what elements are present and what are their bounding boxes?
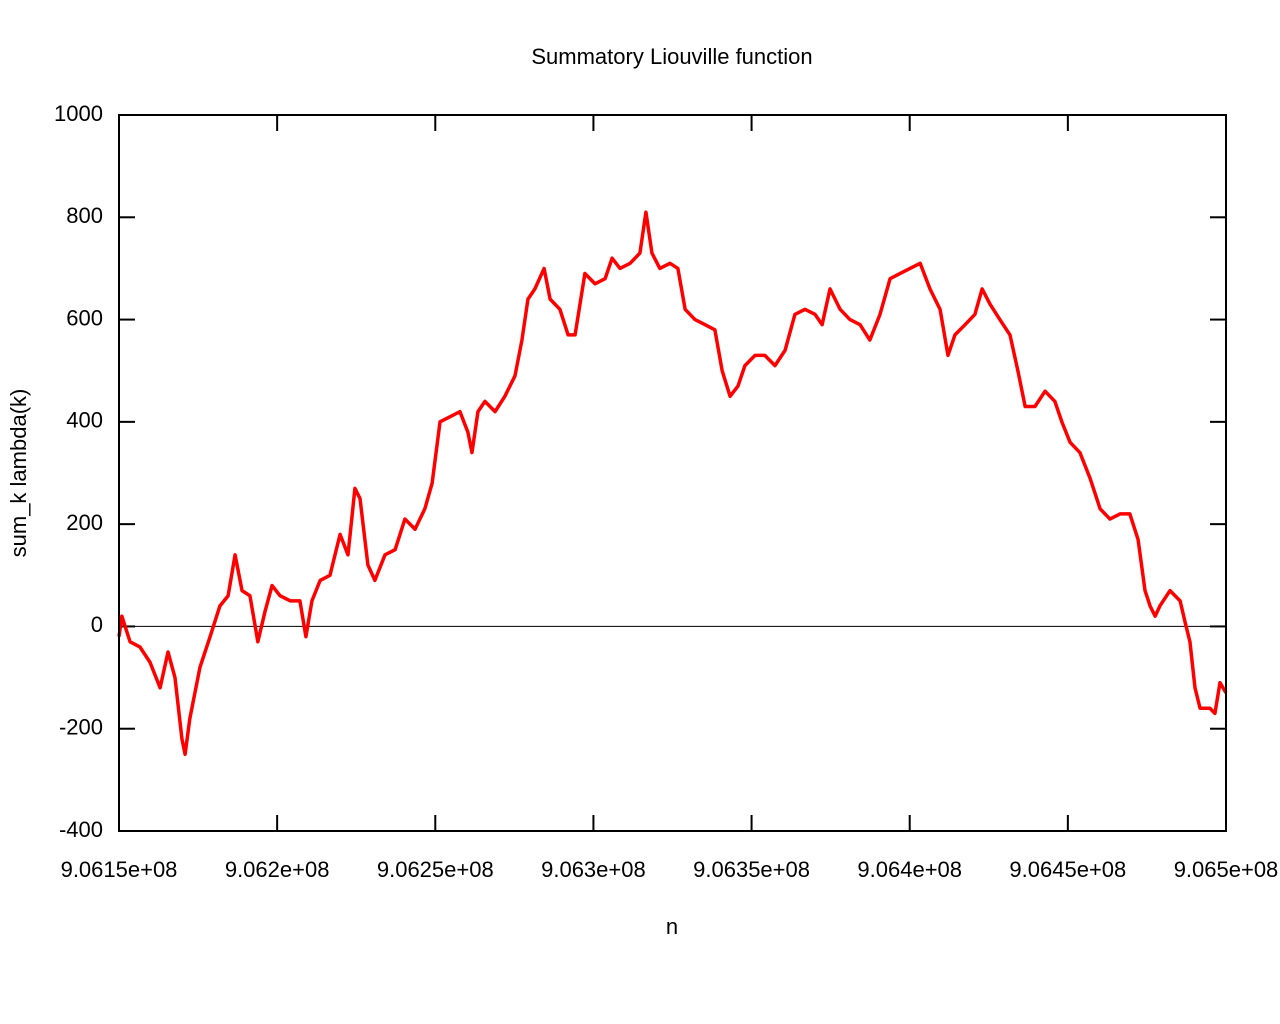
x-axis-label: n xyxy=(666,914,678,939)
y-tick-label: -200 xyxy=(59,715,103,740)
y-tick-label: -400 xyxy=(59,817,103,842)
y-tick-label: 0 xyxy=(91,612,103,637)
y-tick-label: 800 xyxy=(66,203,103,228)
plot-border xyxy=(118,114,1227,832)
x-tick-label: 9.064e+08 xyxy=(857,857,962,882)
x-tick-label: 9.065e+08 xyxy=(1174,857,1279,882)
x-tick-label: 9.063e+08 xyxy=(541,857,646,882)
data-line xyxy=(117,210,1228,757)
x-tick-label: 9.062e+08 xyxy=(225,857,330,882)
x-tick-label: 9.0615e+08 xyxy=(61,857,178,882)
y-tick-label: 600 xyxy=(66,305,103,330)
x-tick-label: 9.0625e+08 xyxy=(377,857,494,882)
y-tick-label: 1000 xyxy=(54,101,103,126)
y-tick-label: 400 xyxy=(66,408,103,433)
x-tick-label: 9.0645e+08 xyxy=(1009,857,1126,882)
y-axis-label: sum_k lambda(k) xyxy=(6,389,31,558)
chart-title: Summatory Liouville function xyxy=(531,44,812,69)
y-tick-label: 200 xyxy=(66,510,103,535)
x-tick-label: 9.0635e+08 xyxy=(693,857,810,882)
